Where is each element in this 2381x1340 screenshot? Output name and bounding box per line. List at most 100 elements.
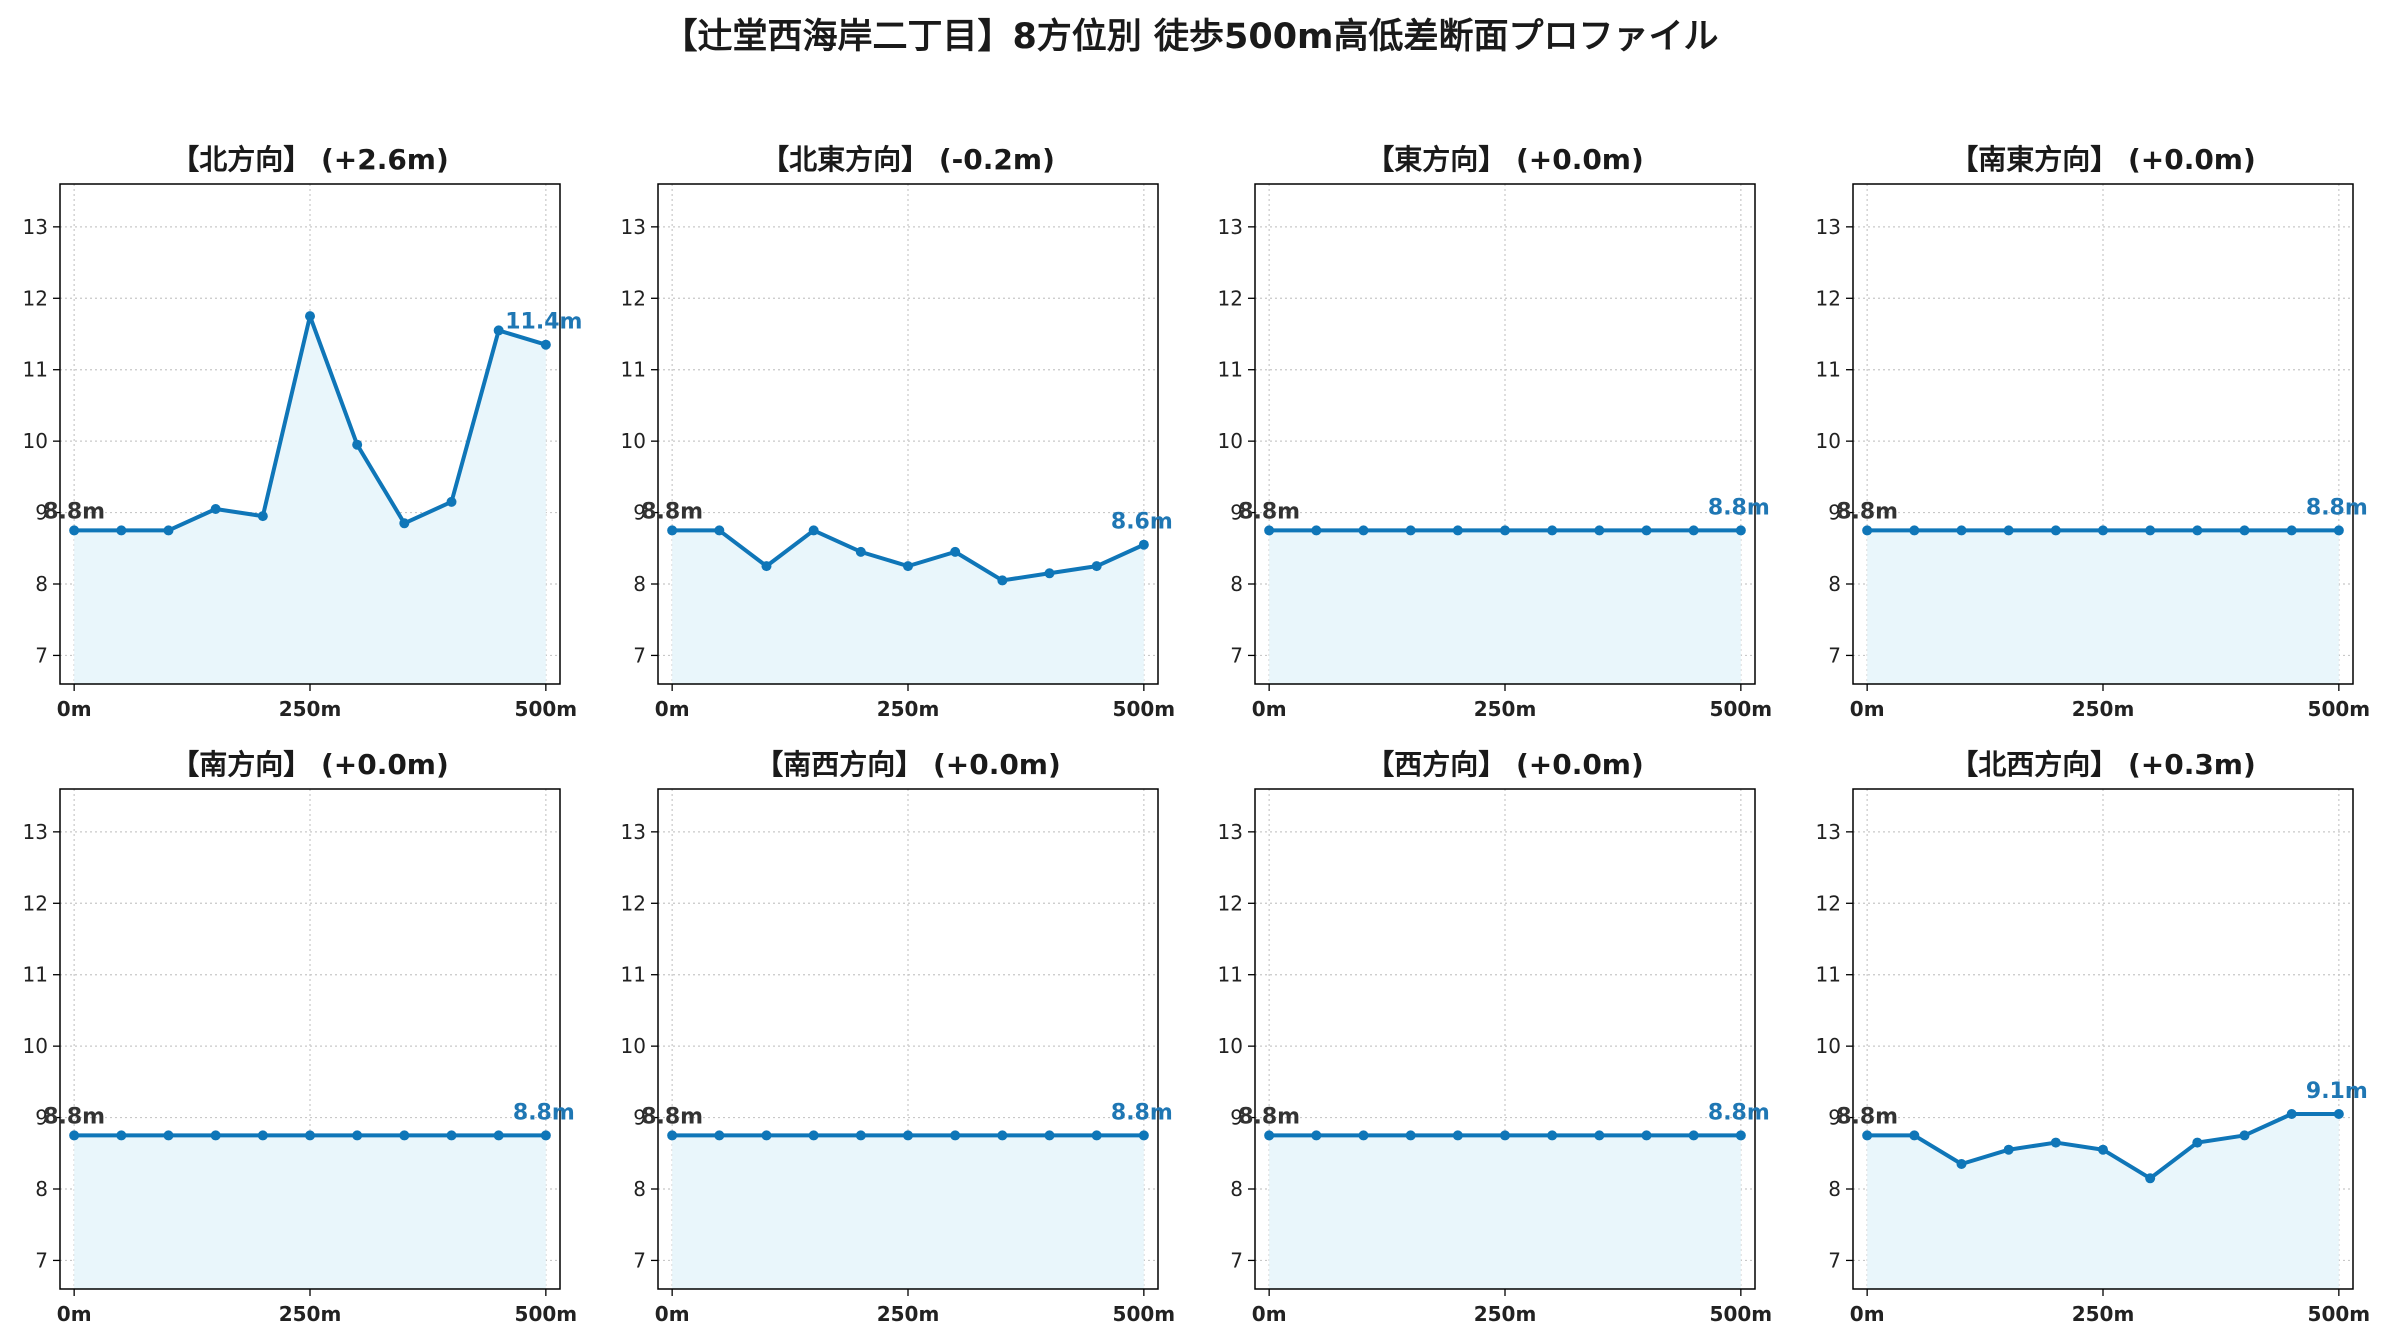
y-tick-label: 12: [1218, 891, 1243, 915]
y-tick-label: 11: [23, 963, 48, 987]
data-point: [1862, 1130, 1873, 1141]
data-point: [2098, 525, 2108, 536]
plot-area: 7 8 9 10 11 12 13 0m 250m 500m 8.8m 9.1m: [1816, 788, 2370, 1326]
y-tick-label: 11: [23, 358, 48, 382]
data-point: [903, 1130, 913, 1141]
data-point: [399, 518, 410, 529]
y-tick-label: 12: [1816, 891, 1841, 915]
panel-title: 【北西方向】 (+0.3m): [1950, 748, 2256, 781]
y-tick-label: 9: [1828, 501, 1841, 525]
y-tick-label: 11: [1816, 358, 1841, 382]
data-point: [1264, 1130, 1275, 1141]
data-point: [1862, 525, 1873, 536]
x-tick-label: 500m: [1113, 1302, 1176, 1326]
y-tick-label: 10: [23, 429, 48, 453]
x-tick-label: 250m: [2072, 697, 2135, 721]
y-tick-label: 7: [1230, 1248, 1243, 1272]
data-point: [2145, 525, 2156, 536]
data-point: [1594, 525, 1605, 536]
start-value-label: 8.8m: [1836, 1104, 1898, 1129]
data-point: [305, 1130, 315, 1141]
x-tick-label: 500m: [1113, 697, 1176, 721]
end-value-label: 9.1m: [2306, 1079, 2368, 1104]
data-point: [1091, 561, 1102, 572]
data-point: [1405, 1130, 1416, 1141]
data-point: [950, 546, 961, 557]
panel-title: 【南西方向】 (+0.0m): [755, 748, 1061, 781]
end-value-label: 8.8m: [1111, 1100, 1173, 1125]
y-tick-label: 7: [633, 643, 646, 667]
y-tick-label: 8: [1828, 572, 1841, 596]
plot-area: 7 8 9 10 11 12 13 0m 250m 500m 8.8m 8.8m: [1816, 183, 2370, 721]
x-tick-label: 500m: [515, 1302, 578, 1326]
data-point: [1138, 539, 1149, 550]
y-tick-label: 12: [621, 286, 646, 310]
area-fill: [672, 1135, 1144, 1289]
y-tick-label: 13: [23, 215, 48, 239]
y-tick-label: 11: [1816, 963, 1841, 987]
x-tick-label: 250m: [279, 1302, 342, 1326]
data-point: [1500, 525, 1510, 536]
data-point: [163, 1130, 174, 1141]
x-tick-label: 250m: [279, 697, 342, 721]
area-fill: [74, 1135, 546, 1289]
plot-area: 7 8 9 10 11 12 13 0m 250m 500m 8.8m 8.6m: [621, 183, 1175, 721]
data-point: [1264, 525, 1275, 536]
y-tick-label: 7: [35, 1248, 48, 1272]
y-tick-label: 7: [1828, 1248, 1841, 1272]
data-point: [1641, 525, 1652, 536]
panel-title: 【南東方向】 (+0.0m): [1950, 143, 2256, 176]
data-point: [1405, 525, 1416, 536]
x-tick-label: 500m: [1710, 1302, 1773, 1326]
data-point: [997, 1130, 1008, 1141]
x-tick-label: 0m: [57, 697, 92, 721]
end-value-label: 8.8m: [2306, 495, 2368, 520]
area-fill: [1269, 530, 1741, 684]
y-tick-label: 9: [633, 501, 646, 525]
x-tick-label: 250m: [877, 1302, 940, 1326]
y-tick-label: 7: [633, 1248, 646, 1272]
y-tick-label: 11: [1218, 963, 1243, 987]
data-point: [1311, 525, 1322, 536]
data-point: [2333, 1109, 2344, 1119]
panel-title: 【北方向】 (+2.6m): [171, 143, 449, 176]
data-point: [493, 325, 504, 336]
data-point: [1594, 1130, 1605, 1141]
data-point: [305, 311, 315, 322]
data-point: [1956, 525, 1967, 536]
data-point: [2145, 1173, 2156, 1184]
y-tick-label: 12: [1218, 286, 1243, 310]
data-point: [1091, 1130, 1102, 1141]
start-value-label: 8.8m: [1238, 499, 1300, 524]
data-point: [855, 546, 866, 557]
data-point: [1358, 1130, 1369, 1141]
y-tick-label: 8: [1230, 1177, 1243, 1201]
start-value-label: 8.8m: [641, 499, 703, 524]
plot-area: 7 8 9 10 11 12 13 0m 250m 500m 8.8m 11.4m: [23, 183, 582, 721]
data-point: [116, 1130, 127, 1141]
start-value-label: 8.8m: [43, 1104, 105, 1129]
y-tick-label: 10: [621, 1034, 646, 1058]
data-point: [2239, 1130, 2250, 1141]
panel-title: 【北東方向】 (-0.2m): [761, 143, 1055, 176]
x-tick-label: 500m: [2308, 1302, 2371, 1326]
end-value-label: 8.8m: [1708, 1100, 1770, 1125]
y-tick-label: 13: [621, 820, 646, 844]
y-tick-label: 13: [1816, 215, 1841, 239]
y-tick-label: 9: [1230, 501, 1243, 525]
data-point: [761, 1130, 772, 1141]
area-fill: [1867, 530, 2339, 684]
y-tick-label: 13: [1218, 215, 1243, 239]
y-tick-label: 12: [621, 891, 646, 915]
data-point: [1735, 1130, 1746, 1141]
x-tick-label: 500m: [515, 697, 578, 721]
y-tick-label: 9: [1230, 1106, 1243, 1130]
data-point: [540, 339, 551, 350]
data-point: [2239, 525, 2250, 536]
end-value-label: 8.8m: [1708, 495, 1770, 520]
x-tick-label: 250m: [1474, 1302, 1537, 1326]
panel-title: 【東方向】 (+0.0m): [1366, 143, 1644, 176]
profile-panel: 【南方向】 (+0.0m) 7 8 9 10 11 12 13 0m 250m 500m 8.8m 8.…: [23, 748, 578, 1326]
area-fill: [74, 316, 546, 684]
data-point: [69, 1130, 80, 1141]
